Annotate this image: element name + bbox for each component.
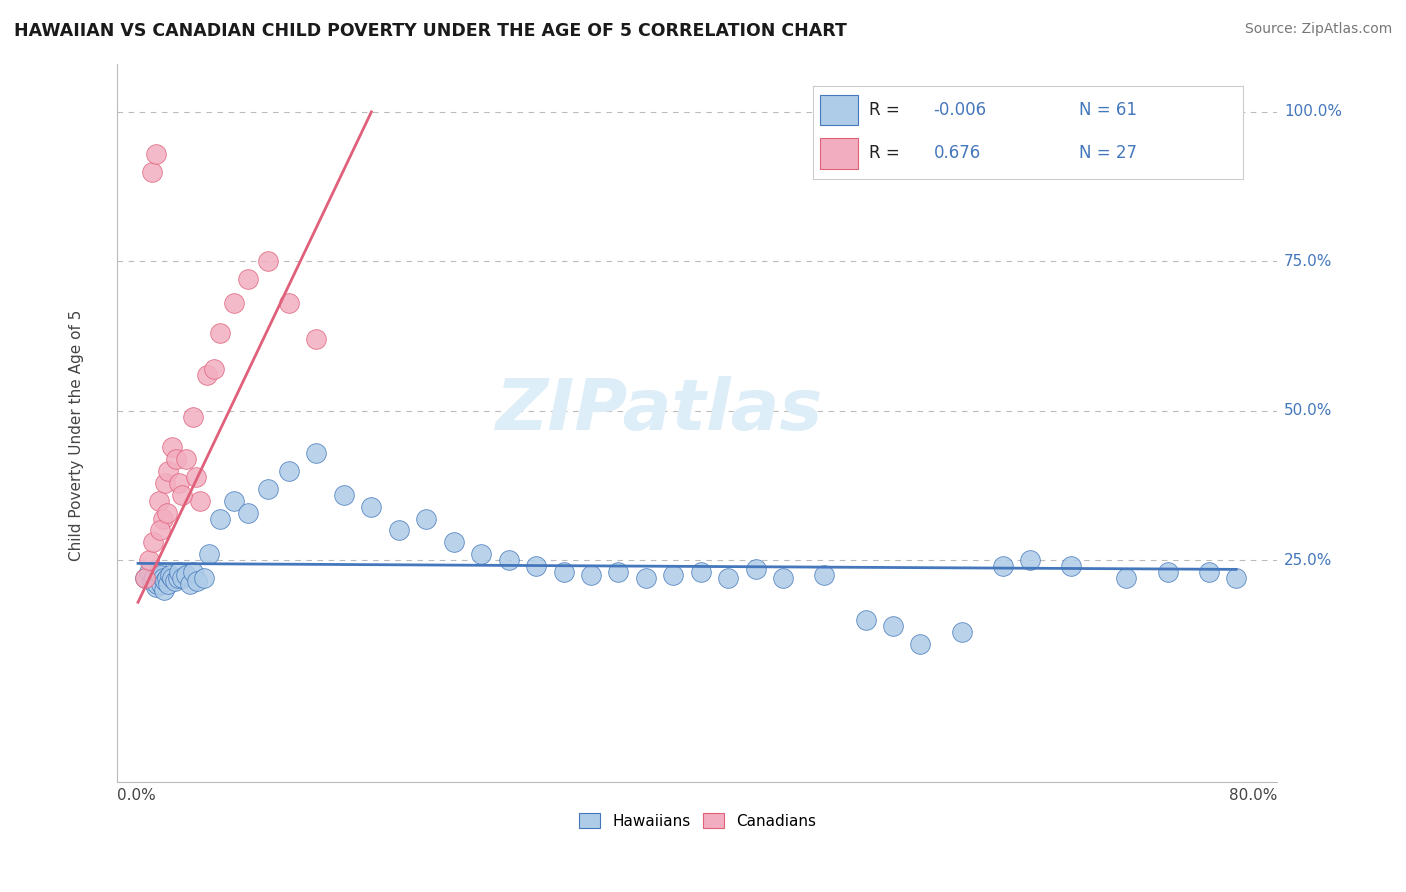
Point	[882, 619, 904, 633]
Point	[166, 571, 188, 585]
Point	[634, 571, 657, 585]
Point	[143, 571, 166, 585]
Text: ZIPatlas: ZIPatlas	[496, 376, 824, 445]
Point	[184, 469, 207, 483]
Point	[148, 566, 170, 580]
Legend: Hawaiians, Canadians: Hawaiians, Canadians	[572, 807, 823, 835]
Point	[165, 574, 187, 589]
Text: 50.0%: 50.0%	[1284, 403, 1333, 418]
Point	[772, 571, 794, 585]
Point	[142, 535, 165, 549]
Point	[162, 571, 184, 585]
Point	[167, 566, 190, 580]
Point	[415, 511, 437, 525]
Point	[607, 566, 630, 580]
Point	[202, 362, 225, 376]
Point	[145, 146, 167, 161]
Point	[195, 368, 218, 382]
Point	[855, 613, 877, 627]
Point	[498, 553, 520, 567]
Point	[152, 571, 174, 585]
Point	[162, 440, 184, 454]
Point	[149, 524, 172, 538]
Point	[156, 571, 179, 585]
Point	[170, 571, 193, 585]
Point	[150, 577, 173, 591]
Point	[689, 566, 711, 580]
Point	[257, 482, 280, 496]
Point	[174, 451, 197, 466]
Point	[257, 254, 280, 268]
Point	[141, 574, 163, 589]
Point	[155, 475, 177, 490]
Point	[744, 562, 766, 576]
Point	[188, 493, 211, 508]
Point	[157, 577, 180, 591]
Point	[134, 571, 156, 585]
Point	[360, 500, 382, 514]
Point	[148, 493, 170, 508]
Point	[152, 511, 174, 525]
Point	[186, 574, 208, 589]
Point	[165, 451, 187, 466]
Point	[579, 568, 602, 582]
Point	[157, 464, 180, 478]
Text: 75.0%: 75.0%	[1284, 254, 1333, 268]
Point	[198, 548, 221, 562]
Point	[470, 548, 492, 562]
Point	[333, 488, 356, 502]
Point	[224, 493, 246, 508]
Point	[305, 446, 328, 460]
Point	[1225, 571, 1247, 585]
Point	[1019, 553, 1042, 567]
Point	[209, 511, 232, 525]
Point	[179, 577, 201, 591]
Point	[305, 332, 328, 346]
Point	[146, 577, 169, 591]
Point	[155, 574, 177, 589]
Point	[443, 535, 465, 549]
Point	[209, 326, 232, 340]
Text: 100.0%: 100.0%	[1284, 104, 1343, 120]
Point	[153, 583, 176, 598]
Point	[1115, 571, 1137, 585]
Point	[174, 568, 197, 582]
Point	[134, 571, 156, 585]
Point	[388, 524, 411, 538]
Point	[141, 164, 163, 178]
Point	[156, 506, 179, 520]
Point	[236, 272, 259, 286]
Point	[138, 553, 160, 567]
Text: HAWAIIAN VS CANADIAN CHILD POVERTY UNDER THE AGE OF 5 CORRELATION CHART: HAWAIIAN VS CANADIAN CHILD POVERTY UNDER…	[14, 22, 846, 40]
Point	[224, 296, 246, 310]
Text: Source: ZipAtlas.com: Source: ZipAtlas.com	[1244, 22, 1392, 37]
Point	[159, 568, 181, 582]
Point	[236, 506, 259, 520]
Point	[910, 637, 932, 651]
Point	[991, 559, 1014, 574]
Point	[145, 580, 167, 594]
Point	[950, 625, 973, 640]
Point	[167, 475, 190, 490]
Point	[181, 409, 204, 424]
Point	[170, 488, 193, 502]
Text: 25.0%: 25.0%	[1284, 553, 1333, 568]
Point	[138, 566, 160, 580]
Text: 0.0%: 0.0%	[118, 788, 156, 803]
Point	[1156, 566, 1178, 580]
Point	[193, 571, 215, 585]
Point	[149, 568, 172, 582]
Text: 80.0%: 80.0%	[1229, 788, 1277, 803]
Point	[553, 566, 575, 580]
Point	[1060, 559, 1083, 574]
Point	[813, 568, 835, 582]
Point	[181, 566, 204, 580]
Point	[662, 568, 685, 582]
Point	[1198, 566, 1220, 580]
Text: Child Poverty Under the Age of 5: Child Poverty Under the Age of 5	[69, 310, 84, 560]
Point	[717, 571, 740, 585]
Point	[278, 296, 301, 310]
Point	[524, 559, 547, 574]
Point	[278, 464, 301, 478]
